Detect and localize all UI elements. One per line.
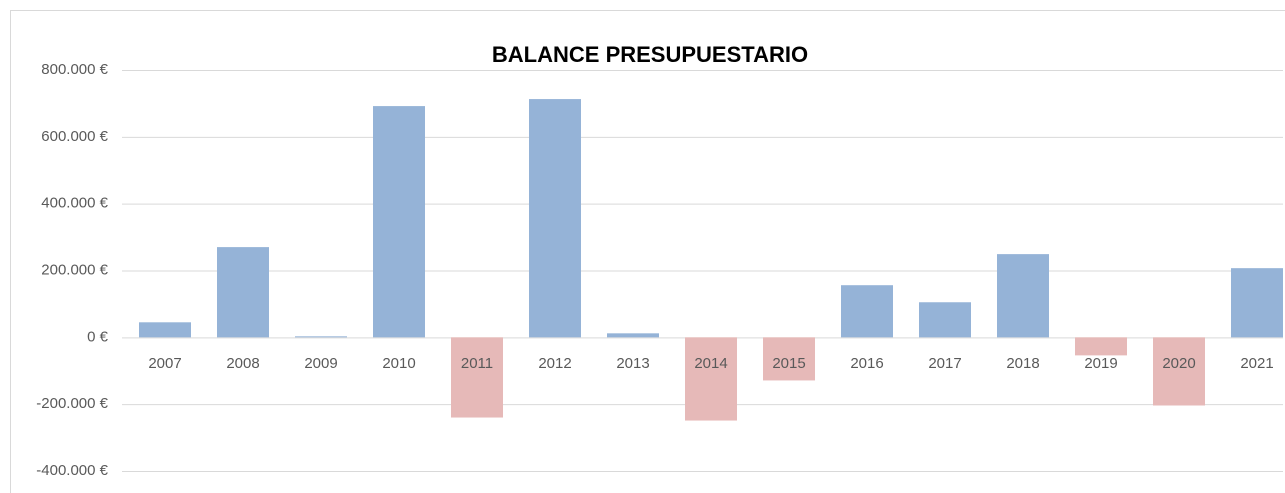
bar (685, 337, 737, 421)
chart-title: BALANCE PRESUPUESTARIO (492, 42, 808, 67)
bar (607, 333, 659, 338)
x-tick-label: 2015 (772, 355, 805, 372)
bar (919, 302, 971, 338)
bar (1075, 337, 1127, 356)
bar (763, 337, 815, 381)
x-tick-label: 2021 (1240, 355, 1273, 372)
bar (1231, 268, 1283, 338)
x-tick-label: 2012 (538, 355, 571, 372)
bar (373, 106, 425, 338)
y-tick-label: 0 € (87, 328, 109, 345)
y-tick-label: 200.000 € (41, 261, 108, 278)
x-tick-label: 2008 (226, 355, 259, 372)
y-tick-label: 600.000 € (41, 128, 108, 145)
bar (997, 254, 1049, 338)
bar (451, 337, 503, 418)
x-tick-label: 2009 (304, 355, 337, 372)
x-tick-label: 2007 (148, 355, 181, 372)
bar (295, 336, 347, 338)
bar (1153, 337, 1205, 406)
y-tick-label: 400.000 € (41, 195, 108, 212)
x-tick-label: 2016 (850, 355, 883, 372)
x-tick-label: 2019 (1084, 355, 1117, 372)
chart-border (10, 10, 1285, 493)
x-tick-label: 2011 (461, 355, 493, 372)
y-tick-label: -400.000 € (36, 462, 108, 479)
bar (217, 247, 269, 338)
bar (841, 285, 893, 338)
x-tick-label: 2013 (616, 355, 649, 372)
x-tick-label: 2014 (694, 355, 727, 372)
y-tick-label: 800.000 € (41, 61, 108, 78)
bar (529, 99, 581, 338)
x-tick-label: 2017 (928, 355, 961, 372)
x-tick-label: 2010 (382, 355, 415, 372)
x-tick-label: 2018 (1006, 355, 1039, 372)
y-tick-label: -200.000 € (36, 395, 108, 412)
bar (139, 322, 191, 338)
x-tick-label: 2020 (1162, 355, 1195, 372)
